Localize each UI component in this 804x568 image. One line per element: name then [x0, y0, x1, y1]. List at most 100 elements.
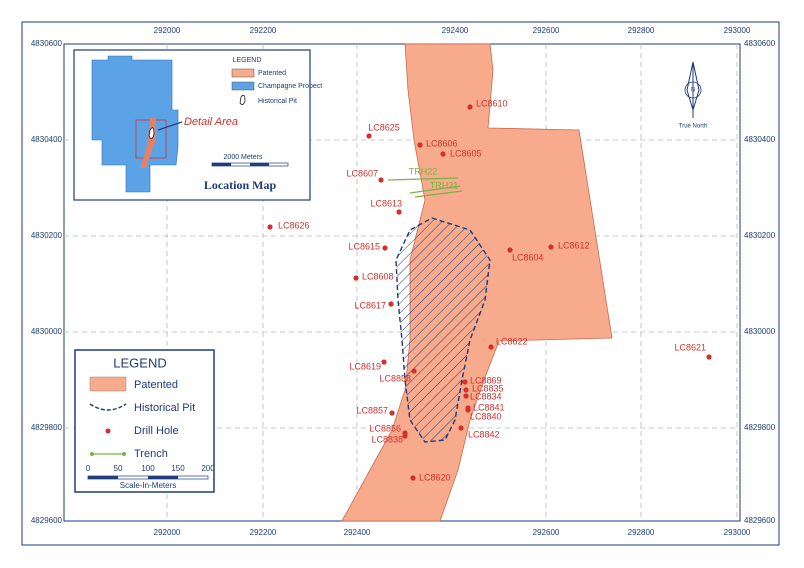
drill-hole-label: LC8840 [470, 411, 502, 421]
right-tick-label: 4830000 [744, 327, 776, 336]
trenches [387, 177, 463, 198]
top-tick-label: 292600 [533, 26, 560, 35]
trench [414, 190, 463, 198]
right-tick-label: 4829800 [744, 423, 776, 432]
scale-bar: 0 50 100 150 200 [86, 464, 215, 480]
drill-hole-label: LC8842 [468, 429, 500, 439]
drill-hole-label: LC8838 [371, 434, 403, 444]
detail-label: Detail Area [184, 116, 238, 128]
inset-legend-item: Patented [258, 70, 286, 77]
bottom-tick-label: 292000 [154, 528, 181, 537]
drill-hole [462, 379, 468, 385]
left-tick-label: 4829600 [31, 516, 63, 525]
scale-tick-label: 150 [171, 464, 185, 473]
drill-hole [488, 344, 494, 350]
left-tick-label: 4830200 [31, 231, 63, 240]
drill-hole [378, 177, 384, 183]
drill-hole [467, 104, 473, 110]
legend-item: Historical Pit [134, 402, 195, 414]
bottom-tick-label: 292600 [533, 528, 560, 537]
bottom-tick-label: 293000 [724, 528, 751, 537]
drill-hole-label: LC8617 [354, 300, 386, 310]
drill-hole [706, 354, 712, 360]
drill-hole [410, 475, 416, 481]
drill-hole-label: LC8604 [512, 252, 544, 262]
drill-hole-label: LC8625 [368, 122, 400, 132]
drill-hole [440, 151, 446, 157]
north-letter: N [691, 88, 695, 94]
drill-hole [463, 387, 469, 393]
drill-hole-label: LC8612 [558, 240, 590, 250]
drill-hole-label: LC8615 [348, 241, 380, 251]
drill-hole-label: LC8610 [476, 98, 508, 108]
drill-hole-label: LC8869 [470, 375, 502, 385]
drill-hole-label: LC8613 [370, 198, 402, 208]
drill-hole-label: LC8605 [450, 148, 482, 158]
top-tick-label: 292000 [154, 26, 181, 35]
north-label: True North [679, 124, 707, 130]
top-tick-label: 292200 [250, 26, 277, 35]
historical-pit [395, 217, 491, 443]
drill-hole-label: LC8626 [278, 220, 310, 230]
outer-frame [21, 21, 780, 546]
legend-item: Patented [134, 379, 178, 391]
inset: Detail Area LEGEND Patented Champagne Pr… [73, 49, 322, 201]
left-tick-label: 4829800 [31, 423, 63, 432]
drill-hole [382, 245, 388, 251]
inset-legend-title: LEGEND [233, 57, 262, 64]
inset-title: Location Map [204, 178, 277, 192]
scale-tick-label: 50 [114, 464, 123, 473]
bottom-tick-label: 292800 [628, 528, 655, 537]
drill-hole-label: LC8834 [470, 391, 502, 401]
inset-scale-label: 2000 Meters [224, 154, 263, 161]
drill-hole [458, 425, 464, 431]
left-tick-label: 4830000 [31, 327, 63, 336]
right-tick-label: 4829600 [744, 516, 776, 525]
drill-hole [417, 142, 423, 148]
north-arrow: N True North [679, 61, 707, 130]
legend-title: LEGEND [113, 355, 166, 370]
drill-hole [353, 275, 359, 281]
drill-hole [402, 433, 408, 439]
top-tick-label: 292400 [442, 26, 469, 35]
drill-hole-label: LC8856 [369, 423, 401, 433]
drill-hole [548, 244, 554, 250]
right-tick-label: 4830600 [744, 39, 776, 48]
drill-hole [411, 368, 417, 374]
trench-label: TRH21 [430, 180, 459, 190]
legend: LEGEND Patented Historical Pit Drill Hol… [74, 349, 215, 493]
scale-tick-label: 200 [201, 464, 215, 473]
drill-hole-label: LC8835 [472, 383, 504, 393]
drill-hole-label: LC8608 [362, 271, 394, 281]
right-tick-label: 4830400 [744, 135, 776, 144]
bottom-tick-label: 292200 [250, 528, 277, 537]
legend-item: Trench [134, 448, 168, 460]
drill-hole [507, 247, 513, 253]
inset-legend-item: Historical Pit [258, 98, 297, 105]
drill-hole [381, 359, 387, 365]
drill-hole-label: LC8858 [379, 373, 411, 383]
right-tick-label: 4830200 [744, 231, 776, 240]
drill-hole-label: LC8622 [496, 336, 528, 346]
left-tick-label: 4830600 [31, 39, 63, 48]
left-tick-label: 4830400 [31, 135, 63, 144]
drill-hole-label: LC8857 [356, 405, 388, 415]
drill-hole [366, 133, 372, 139]
drill-hole [463, 393, 469, 399]
drill-hole-label: LC8619 [349, 361, 381, 371]
drill-hole-label: LC8620 [419, 472, 451, 482]
trench [409, 185, 461, 194]
top-tick-label: 292800 [628, 26, 655, 35]
drill-hole-label: LC8841 [473, 402, 505, 412]
inset-legend-item: Champagne Propect [258, 83, 322, 90]
drill-hole-label: LC8621 [674, 342, 706, 352]
drill-hole [465, 407, 471, 413]
trench-label: TRH22 [409, 166, 438, 176]
top-tick-label: 293000 [724, 26, 751, 35]
drill-hole [388, 301, 394, 307]
drill-hole [389, 410, 395, 416]
trench [387, 177, 459, 181]
bottom-tick-label: 292400 [344, 528, 371, 537]
